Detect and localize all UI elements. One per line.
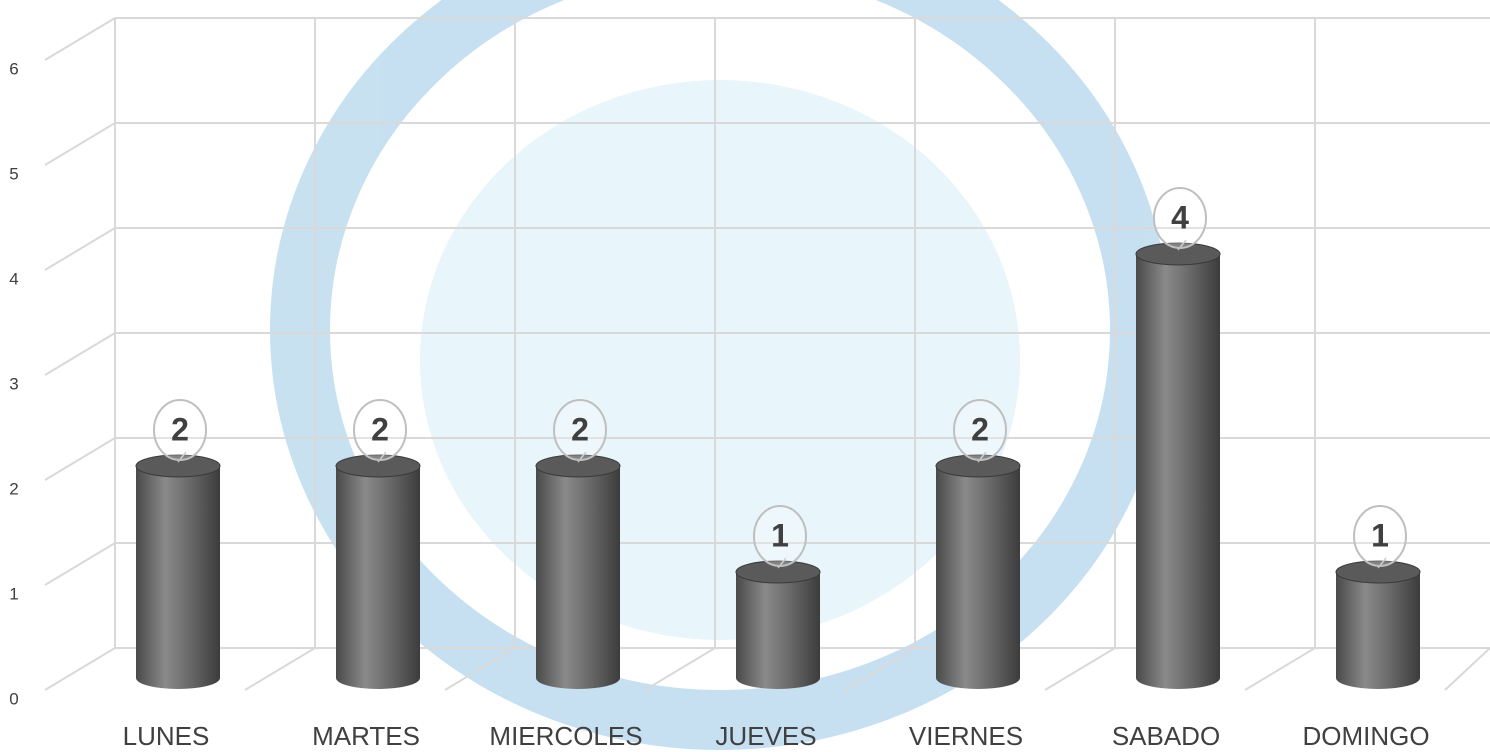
data-label: 1: [771, 517, 789, 553]
bar: [536, 466, 620, 689]
grid-line: [44, 17, 116, 61]
x-tick-label: LUNES: [123, 721, 210, 751]
bar-top: [935, 454, 1021, 478]
y-tick-label: 2: [9, 479, 18, 498]
floor-divider: [244, 647, 316, 691]
data-label: 4: [1171, 199, 1189, 235]
grid-line: [44, 122, 116, 166]
bar-top: [135, 454, 221, 478]
grid-line: [44, 227, 116, 271]
label-bubble: [1353, 505, 1407, 567]
label-bubble: [153, 399, 207, 461]
bar: [336, 466, 420, 689]
x-tick-label: MARTES: [312, 721, 420, 751]
floor-divider: [444, 647, 516, 691]
grid-line: [44, 542, 116, 586]
y-tick-label: 0: [9, 689, 18, 708]
data-label: 2: [971, 411, 989, 447]
y-tick-label: 4: [9, 269, 18, 288]
x-tick-label: SABADO: [1112, 721, 1220, 751]
bar-top: [1135, 242, 1221, 266]
label-bubble: [1153, 187, 1207, 249]
data-label: 2: [571, 411, 589, 447]
grid-line: [44, 332, 116, 376]
label-bubble: [753, 505, 807, 567]
grid-line: [44, 647, 116, 691]
bar: [736, 572, 820, 689]
bar-top: [335, 454, 421, 478]
x-tick-label: MIERCOLES: [489, 721, 642, 751]
label-bubble: [953, 399, 1007, 461]
x-tick-label: JUEVES: [715, 721, 816, 751]
floor-divider: [844, 647, 916, 691]
y-tick-label: 1: [9, 584, 18, 603]
bar-top: [1335, 560, 1421, 584]
grid-line: [44, 437, 116, 481]
bar: [1336, 572, 1420, 689]
bar-top: [735, 560, 821, 584]
floor-divider: [1444, 647, 1490, 691]
y-tick-label: 6: [9, 59, 18, 78]
floor-divider: [1244, 647, 1316, 691]
bar: [936, 466, 1020, 689]
marks: LUNES 2 MARTES 2 MIERCOLES 2 JUEVES 1 VIERNES 2 SA…: [123, 187, 1430, 751]
label-bubble: [553, 399, 607, 461]
bar: [1136, 254, 1220, 689]
y-tick-label: 5: [9, 164, 18, 183]
data-label: 1: [1371, 517, 1389, 553]
y-tick-label: 3: [9, 374, 18, 393]
data-label: 2: [171, 411, 189, 447]
bar: [136, 466, 220, 689]
x-tick-label: DOMINGO: [1302, 721, 1429, 751]
floor-divider: [644, 647, 716, 691]
floor-divider: [1044, 647, 1116, 691]
bar-top: [535, 454, 621, 478]
label-bubble: [353, 399, 407, 461]
x-tick-label: VIERNES: [909, 721, 1023, 751]
data-label: 2: [371, 411, 389, 447]
grid: 0 1 2 3 4 5 6: [9, 17, 1490, 708]
